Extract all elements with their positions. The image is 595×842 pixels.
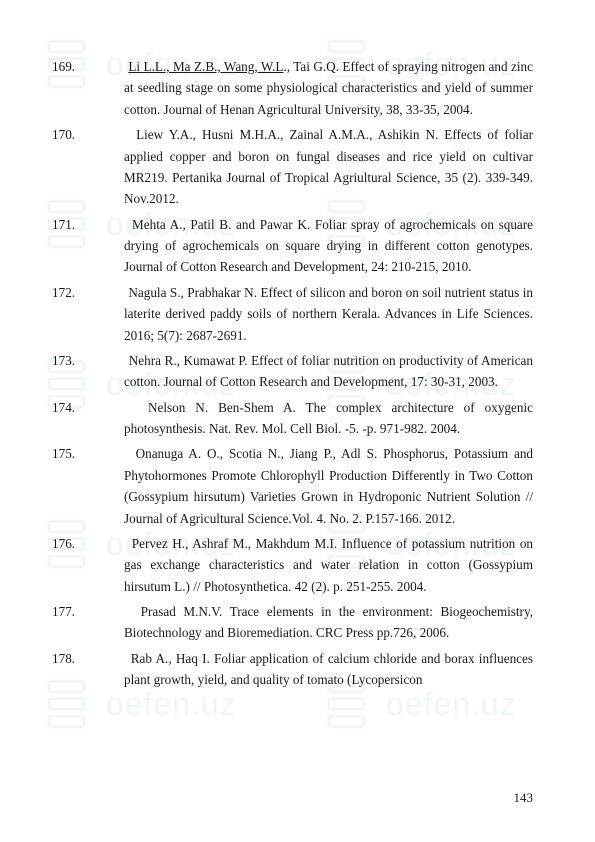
reference-text: Rab A., Haq I. Foliar application of cal… <box>124 651 533 687</box>
reference-text: Pervez H., Ashraf M., Makhdum M.I. Influ… <box>124 536 533 594</box>
reference-text: Mehta A., Patil B. and Pawar K. Foliar s… <box>124 217 533 275</box>
reference-item: 173. Nehra R., Kumawat P. Effect of foli… <box>62 350 533 393</box>
reference-item: 171. Mehta A., Patil B. and Pawar K. Fol… <box>62 214 533 278</box>
reference-number: 176. <box>88 533 118 554</box>
reference-item: 176. Pervez H., Ashraf M., Makhdum M.I. … <box>62 533 533 597</box>
reference-text: Nehra R., Kumawat P. Effect of foliar nu… <box>124 353 533 389</box>
reference-number: 174. <box>88 397 118 418</box>
reference-number: 169. <box>88 56 118 77</box>
reference-number: 170. <box>88 124 118 145</box>
reference-number: 177. <box>88 601 118 622</box>
reference-text: Prasad M.N.V. Trace elements in the envi… <box>124 604 533 640</box>
reference-number: 178. <box>88 648 118 669</box>
reference-item: 170. Liew Y.A., Husni M.H.A., Zainal A.M… <box>62 124 533 210</box>
reference-item: 175. Onanuga A. O., Scotia N., Jiang P.,… <box>62 443 533 529</box>
reference-number: 173. <box>88 350 118 371</box>
reference-text: Nagula S., Prabhakar N. Effect of silico… <box>124 285 533 343</box>
reference-item: 174. Nelson N. Ben-Shem A. The complex a… <box>62 397 533 440</box>
reference-number: 172. <box>88 282 118 303</box>
page-number: 143 <box>514 790 534 806</box>
references-content: 169. Li L.L., Ma Z.B., Wang, W.L., Tai G… <box>0 0 595 735</box>
reference-number: 171. <box>88 214 118 235</box>
reference-item: 172. Nagula S., Prabhakar N. Effect of s… <box>62 282 533 346</box>
reference-number: 175. <box>88 443 118 464</box>
reference-item: 178. Rab A., Haq I. Foliar application o… <box>62 648 533 691</box>
reference-text: Nelson N. Ben-Shem A. The complex archit… <box>124 400 533 436</box>
reference-item: 177. Prasad M.N.V. Trace elements in the… <box>62 601 533 644</box>
reference-text: Liew Y.A., Husni M.H.A., Zainal A.M.A., … <box>124 127 533 206</box>
reference-text: Onanuga A. O., Scotia N., Jiang P., Adl … <box>124 446 533 525</box>
reference-link: Li L.L., Ma Z.B., Wang, W.L <box>128 59 283 74</box>
reference-item: 169. Li L.L., Ma Z.B., Wang, W.L., Tai G… <box>62 56 533 120</box>
